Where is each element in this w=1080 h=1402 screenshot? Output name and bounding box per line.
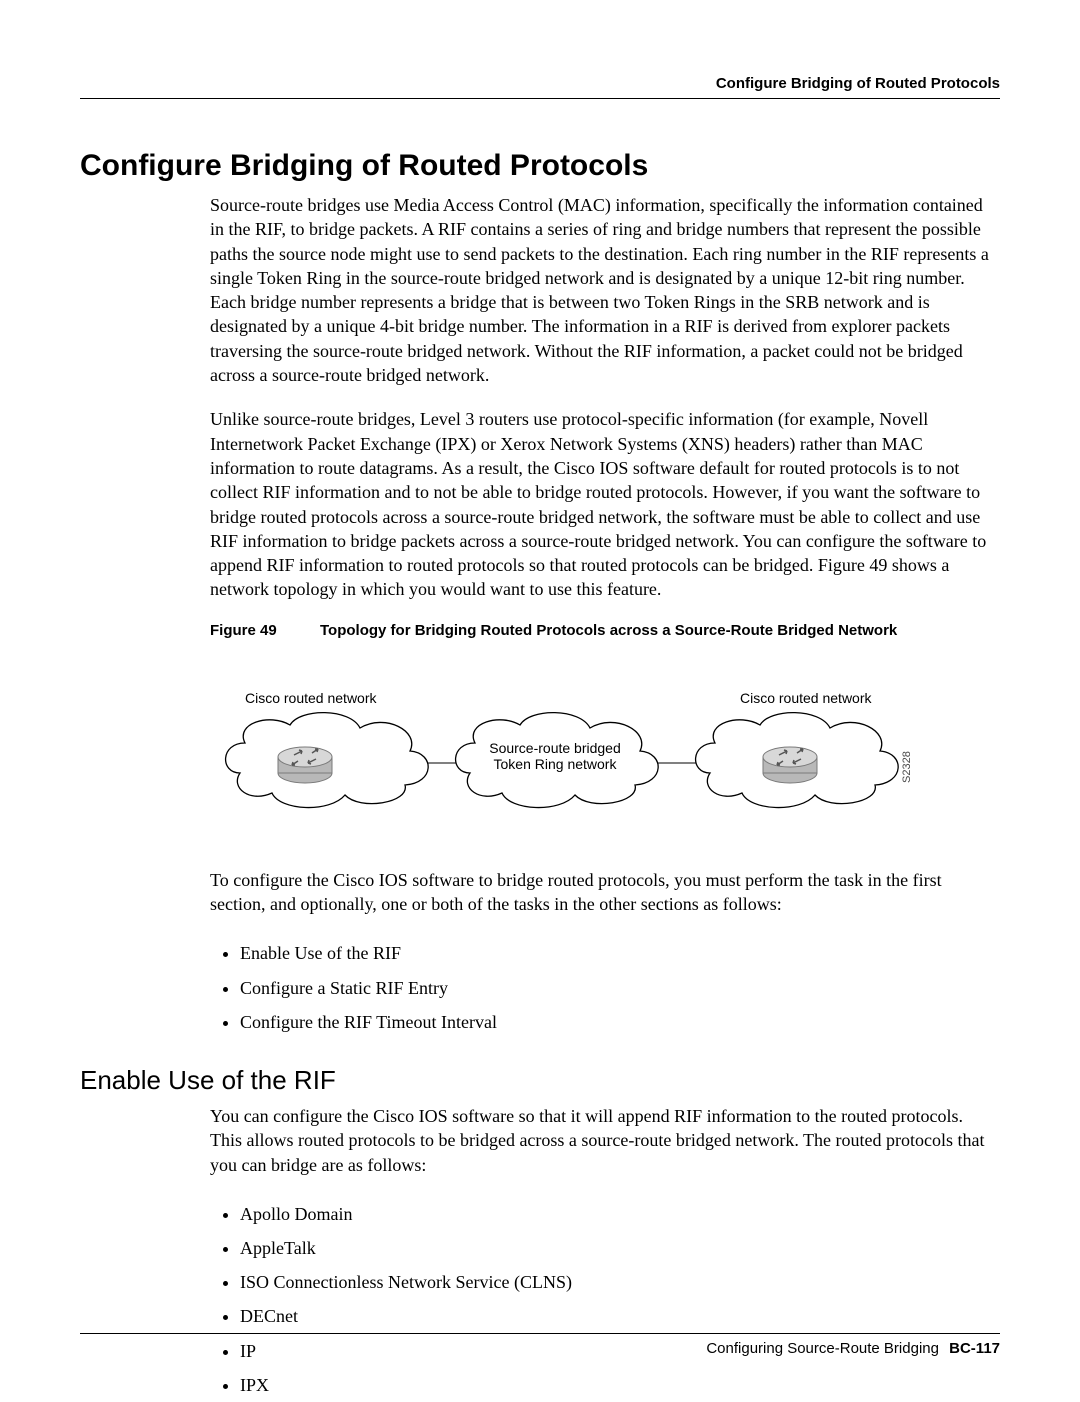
diagram-label-right: Cisco routed network (740, 690, 873, 706)
footer-page-number: BC-117 (949, 1340, 1000, 1357)
subsection-paragraph: You can configure the Cisco IOS software… (210, 1104, 990, 1177)
list-item: Configure a Static RIF Entry (240, 971, 990, 1005)
header-rule (80, 98, 1000, 99)
diagram-label-center-2: Token Ring network (494, 756, 618, 772)
running-header: Configure Bridging of Routed Protocols (80, 75, 1000, 92)
list-item: ISO Connectionless Network Service (CLNS… (240, 1265, 990, 1299)
list-item: AppleTalk (240, 1231, 990, 1265)
list-item: Enable Use of the RIF (240, 936, 990, 970)
protocol-list: Apollo Domain AppleTalk ISO Connectionle… (210, 1197, 990, 1402)
paragraph-3: To configure the Cisco IOS software to b… (210, 868, 990, 917)
router-left-icon (278, 747, 332, 783)
paragraph-2: Unlike source-route bridges, Level 3 rou… (210, 407, 990, 601)
diagram-label-left: Cisco routed network (245, 690, 378, 706)
page-footer: Configuring Source-Route Bridging BC-117 (80, 1333, 1000, 1357)
page: Configure Bridging of Routed Protocols C… (0, 0, 1080, 1397)
paragraph-1: Source-route bridges use Media Access Co… (210, 193, 990, 387)
figure-caption: Figure 49 Topology for Bridging Routed P… (210, 622, 990, 639)
task-list: Enable Use of the RIF Configure a Static… (210, 936, 990, 1039)
body-column: Source-route bridges use Media Access Co… (210, 193, 990, 1039)
figure-caption-text: Topology for Bridging Routed Protocols a… (320, 622, 990, 639)
diagram-side-id: S2328 (901, 751, 913, 783)
router-right-icon (763, 747, 817, 783)
list-item: Apollo Domain (240, 1197, 990, 1231)
figure-number: Figure 49 (210, 622, 320, 639)
footer-doc-title: Configuring Source-Route Bridging (706, 1340, 939, 1357)
list-item: DECnet (240, 1299, 990, 1333)
list-item: Configure the RIF Timeout Interval (240, 1005, 990, 1039)
subsection-title: Enable Use of the RIF (80, 1065, 1000, 1096)
diagram-label-center-1: Source-route bridged (489, 740, 621, 756)
figure-diagram: Cisco routed network Cisco routed networ… (210, 653, 990, 848)
section-title: Configure Bridging of Routed Protocols (80, 149, 1000, 183)
body-column-2: You can configure the Cisco IOS software… (210, 1104, 990, 1402)
